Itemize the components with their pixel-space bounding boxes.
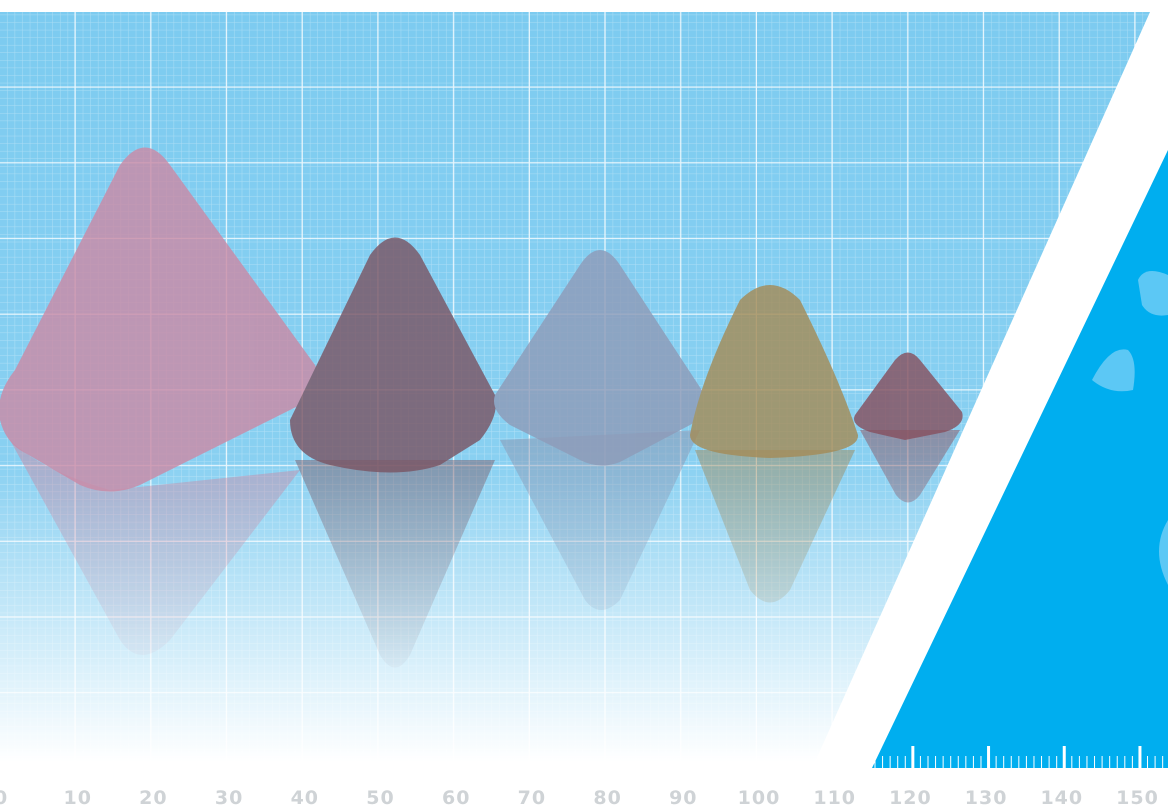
blue-triangle bbox=[872, 150, 1168, 768]
ruler-label: 100 bbox=[738, 787, 781, 809]
ruler-label: 150 bbox=[1116, 787, 1159, 809]
ruler-label: 120 bbox=[889, 787, 932, 809]
blue-shapes bbox=[1092, 271, 1168, 585]
cones bbox=[0, 147, 963, 492]
ruler-label: 30 bbox=[215, 787, 243, 809]
ruler-label: 70 bbox=[518, 787, 546, 809]
ruler-label: 90 bbox=[669, 787, 697, 809]
ruler-label: 0 bbox=[0, 787, 8, 809]
ruler-label: 140 bbox=[1040, 787, 1083, 809]
ruler: 0 10 20 30 40 50 60 70 80 90 100 110 120 130 140 150 bbox=[0, 746, 1164, 809]
ruler-label: 20 bbox=[139, 787, 167, 809]
grid-background bbox=[0, 12, 1150, 762]
ruler-label: 50 bbox=[366, 787, 394, 809]
ruler-label: 110 bbox=[813, 787, 856, 809]
reflections bbox=[10, 430, 960, 668]
ruler-label: 130 bbox=[965, 787, 1008, 809]
ruler-label: 40 bbox=[291, 787, 319, 809]
ruler-label: 80 bbox=[593, 787, 621, 809]
ruler-label: 60 bbox=[442, 787, 470, 809]
ruler-label: 10 bbox=[63, 787, 91, 809]
